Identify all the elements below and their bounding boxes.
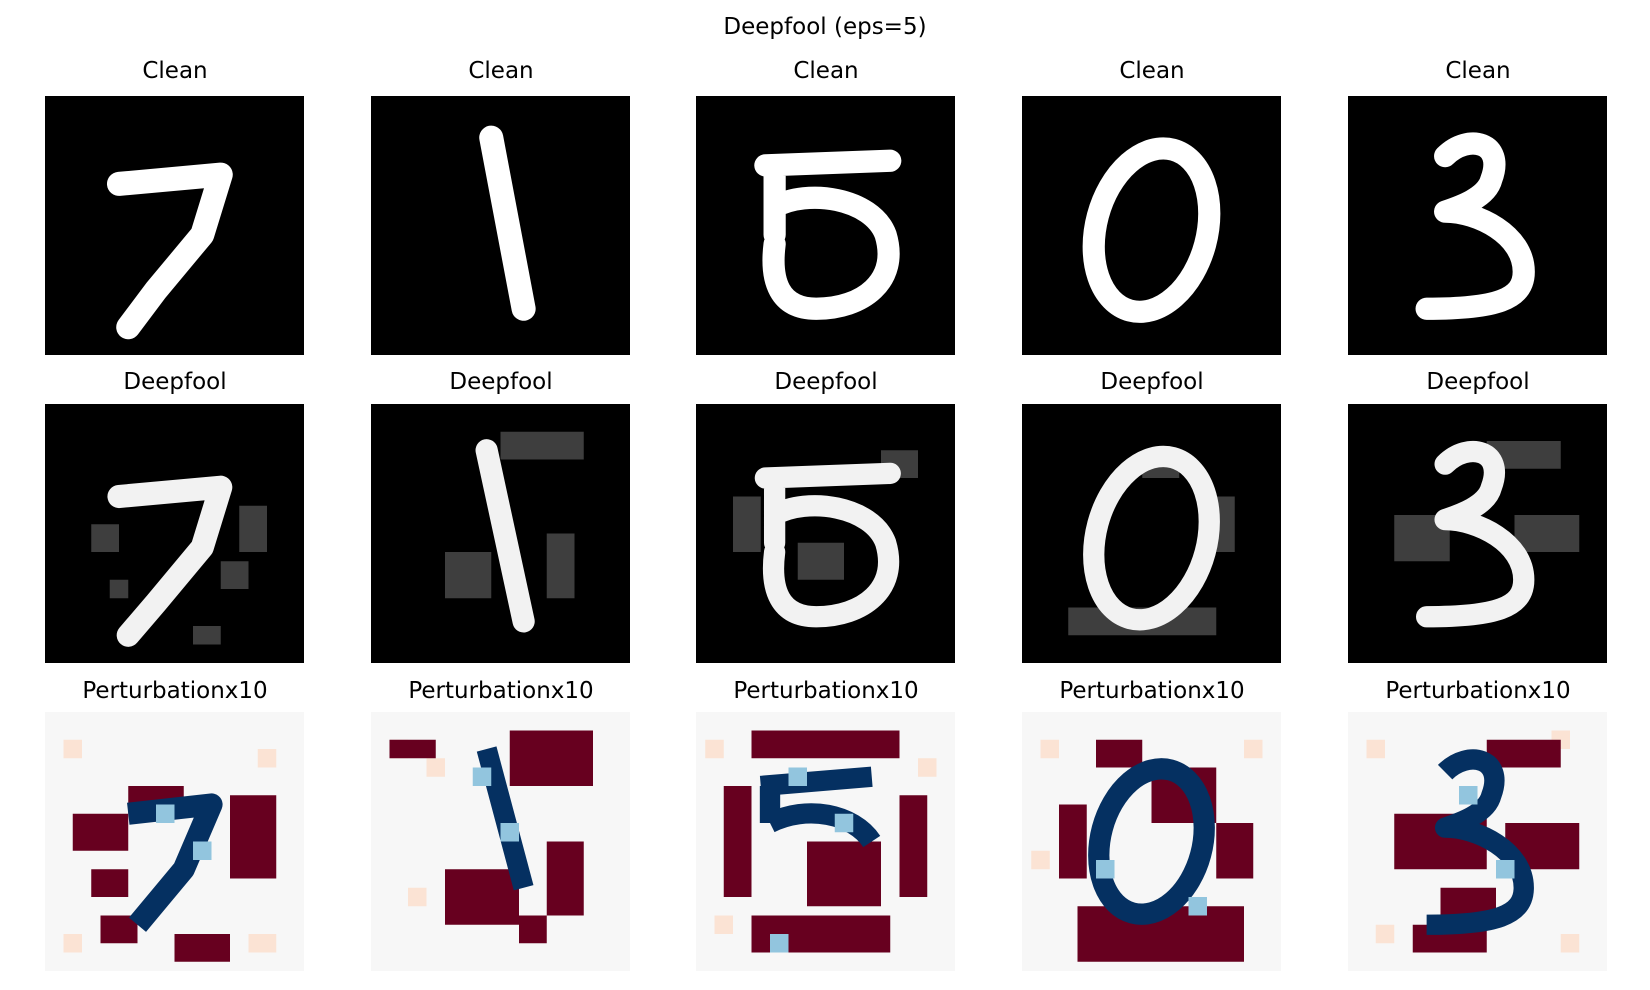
panel-title-clean-5: Clean [1445, 58, 1511, 84]
deepfool-digit-1-svg [371, 404, 630, 663]
figure-title: Deepfool (eps=5) [723, 14, 927, 40]
panel-title-clean-2: Clean [468, 58, 534, 84]
perturbation-digit-1-svg [371, 712, 630, 971]
perturbation-digit-3-svg [1348, 712, 1607, 971]
panel-title-perturbation-4: Perturbationx10 [1059, 678, 1245, 704]
perturbation-image-digit-7 [45, 712, 304, 971]
deepfool-digit-7-svg [45, 404, 304, 663]
panel-title-perturbation-1: Perturbationx10 [82, 678, 268, 704]
deepfool-image-digit-5 [696, 404, 955, 663]
panel-title-deepfool-5: Deepfool [1426, 369, 1530, 395]
perturbation-image-digit-5 [696, 712, 955, 971]
panel-title-deepfool-1: Deepfool [123, 369, 227, 395]
deepfool-digit-0-svg [1022, 404, 1281, 663]
clean-image-digit-3 [1348, 96, 1607, 355]
clean-image-digit-0 [1022, 96, 1281, 355]
deepfool-digit-3-svg [1348, 404, 1607, 663]
perturbation-image-digit-0 [1022, 712, 1281, 971]
panel-title-clean-3: Clean [793, 58, 859, 84]
clean-image-digit-1 [371, 96, 630, 355]
clean-image-digit-5 [696, 96, 955, 355]
perturbation-digit-5-svg [696, 712, 955, 971]
panel-title-clean-1: Clean [142, 58, 208, 84]
panel-title-perturbation-2: Perturbationx10 [408, 678, 594, 704]
clean-digit-1-svg [371, 96, 630, 355]
panel-title-deepfool-3: Deepfool [774, 369, 878, 395]
deepfool-image-digit-3 [1348, 404, 1607, 663]
clean-digit-0-svg [1022, 96, 1281, 355]
deepfool-digit-5-svg [696, 404, 955, 663]
panel-title-perturbation-3: Perturbationx10 [733, 678, 919, 704]
perturbation-digit-0-svg [1022, 712, 1281, 971]
panel-title-deepfool-2: Deepfool [449, 369, 553, 395]
clean-digit-7-svg [45, 96, 304, 355]
perturbation-digit-7-svg [45, 712, 304, 971]
clean-digit-5-svg [696, 96, 955, 355]
clean-image-digit-7 [45, 96, 304, 355]
deepfool-image-digit-0 [1022, 404, 1281, 663]
clean-digit-3-svg [1348, 96, 1607, 355]
deepfool-image-digit-7 [45, 404, 304, 663]
perturbation-image-digit-1 [371, 712, 630, 971]
panel-title-perturbation-5: Perturbationx10 [1385, 678, 1571, 704]
deepfool-image-digit-1 [371, 404, 630, 663]
panel-title-deepfool-4: Deepfool [1100, 369, 1204, 395]
panel-title-clean-4: Clean [1119, 58, 1185, 84]
perturbation-image-digit-3 [1348, 712, 1607, 971]
